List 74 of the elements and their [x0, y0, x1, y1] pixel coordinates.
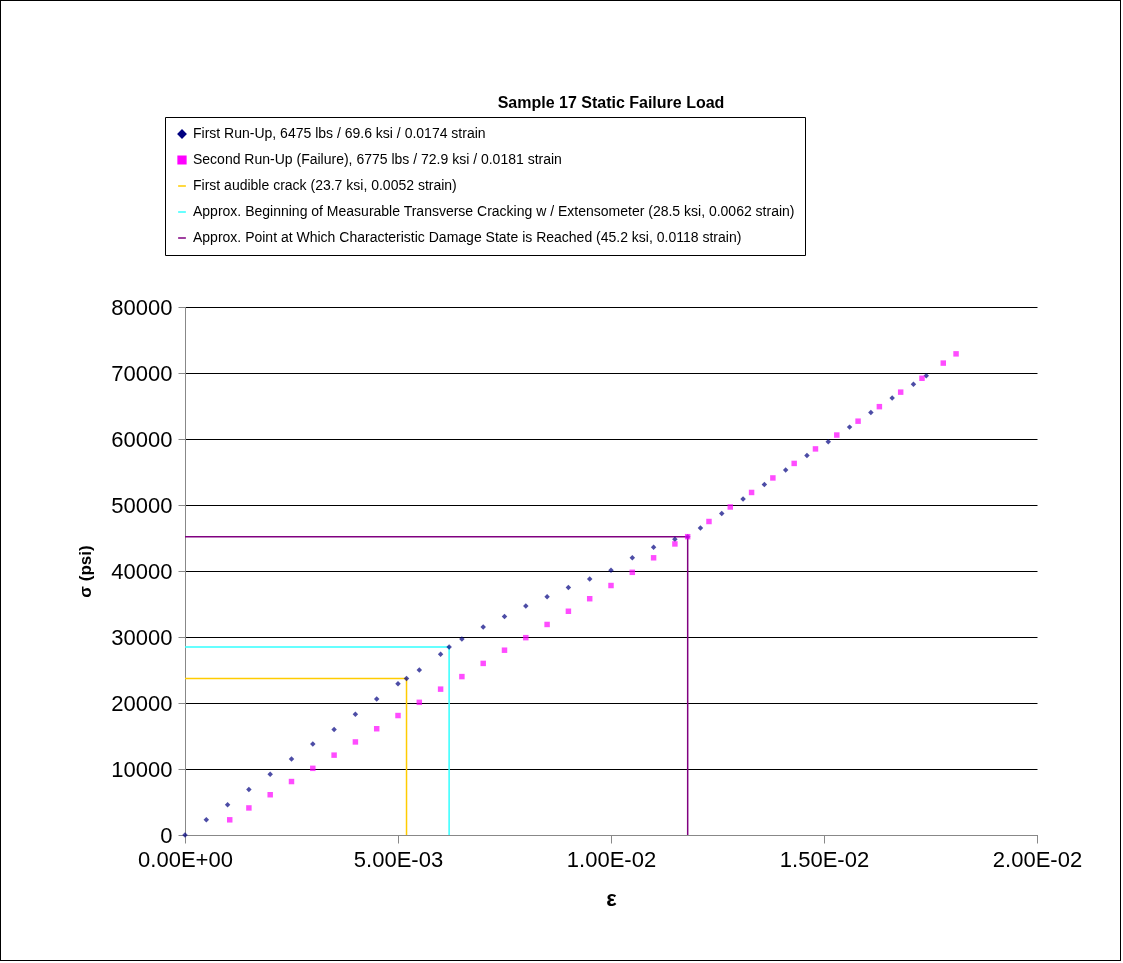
point [791, 460, 797, 467]
point [650, 555, 657, 561]
point [897, 389, 904, 395]
point [868, 409, 874, 416]
x-tick-label: 5.00E-03 [353, 846, 444, 872]
point [544, 621, 550, 628]
point [650, 544, 657, 550]
point [480, 624, 486, 630]
point [672, 541, 678, 547]
y-tick-label: 60000 [111, 426, 173, 452]
point [373, 696, 380, 702]
point [919, 375, 925, 382]
point [267, 771, 273, 778]
point [310, 765, 316, 772]
legend-label: First audible crack (23.7 ksi, 0.0052 strain) [193, 177, 457, 193]
point [834, 432, 840, 438]
point [267, 792, 273, 798]
point [706, 518, 712, 525]
y-axis-title: σ (psi) [76, 545, 96, 598]
x-tick-label: 1.00E-02 [566, 846, 657, 872]
point [523, 634, 529, 641]
y-tick-label: 20000 [111, 690, 173, 716]
point [586, 576, 593, 582]
point [331, 726, 337, 733]
point [310, 741, 316, 747]
point [352, 711, 359, 717]
y-tick-label: 10000 [111, 756, 173, 782]
point [608, 567, 614, 574]
point [825, 438, 831, 445]
point [501, 647, 508, 653]
point [203, 817, 210, 823]
legend-label: First Run-Up, 6475 lbs / 69.6 ksi / 0.0174 strain [193, 125, 486, 141]
point [953, 351, 959, 357]
point [226, 817, 233, 823]
y-tick-label: 30000 [111, 624, 173, 650]
point [812, 446, 819, 452]
point [437, 686, 444, 692]
x-tick-label: 0.00E+00 [138, 846, 233, 872]
point [288, 756, 295, 762]
y-tick-label: 40000 [111, 558, 173, 584]
point [727, 504, 734, 510]
point [352, 739, 359, 745]
y-tick-label: 0 [160, 822, 173, 848]
y-tick-label: 70000 [111, 360, 173, 386]
point [697, 525, 704, 531]
point [608, 582, 614, 589]
point [910, 381, 917, 387]
legend-label: Second Run-Up (Failure), 6775 lbs / 72.9 ksi / 0.0181 strain [193, 151, 562, 167]
y-tick-label: 80000 [111, 294, 173, 320]
legend-label: Approx. Beginning of Measurable Transverse Cracking w / Extensometer (28.5 ksi, 0.0062 strain) [193, 203, 795, 219]
point [672, 536, 678, 543]
point [770, 475, 776, 481]
y-tick-label: 50000 [111, 492, 173, 518]
point [459, 673, 465, 680]
point [395, 712, 401, 719]
point [480, 660, 486, 667]
point [846, 424, 853, 430]
point [416, 667, 423, 673]
point [940, 360, 947, 366]
legend-label: Approx. Point at Which Characteristic Damage State is Reached (45.2 ksi, 0.0118 strain) [193, 229, 742, 245]
point [246, 805, 252, 811]
x-axis-title: ε [606, 885, 618, 911]
x-tick-label: 1.50E-02 [779, 846, 870, 872]
point [629, 555, 636, 561]
point [719, 510, 725, 517]
point [437, 651, 444, 657]
chart-title: Sample 17 Static Failure Load [497, 93, 725, 111]
point [246, 786, 252, 793]
x-tick-label: 2.00E-02 [992, 846, 1083, 872]
point [331, 752, 337, 758]
point [855, 418, 861, 424]
point [544, 594, 550, 600]
point [804, 452, 810, 459]
point [782, 467, 789, 473]
